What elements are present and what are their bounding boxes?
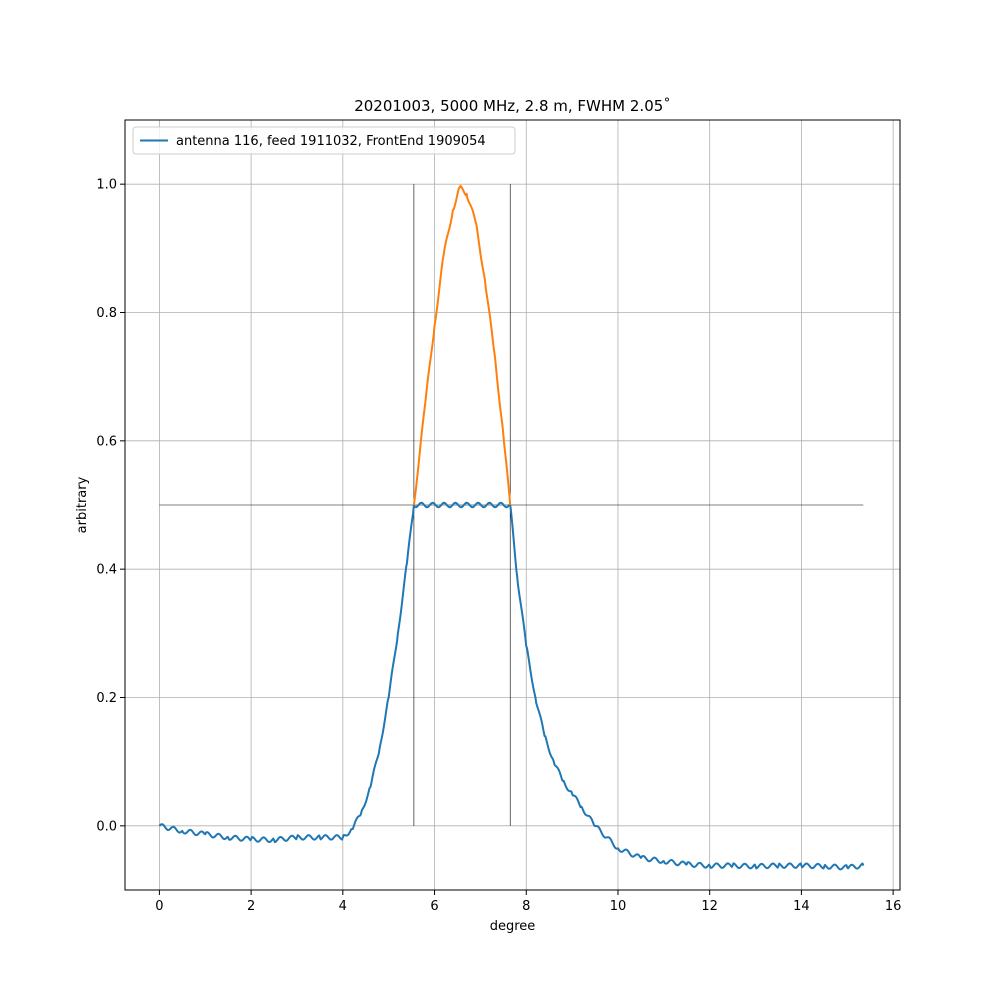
x-tick-label: 0: [155, 899, 163, 914]
y-ticks: 0.0 0.2 0.4 0.6 0.8 1.0: [96, 178, 125, 834]
x-tick-label: 4: [339, 899, 347, 914]
x-tick-label: 8: [522, 899, 530, 914]
y-axis-label: arbitrary: [75, 476, 90, 533]
x-tick-label: 2: [247, 899, 255, 914]
legend-entry: antenna 116, feed 1911032, FrontEnd 1909…: [176, 134, 486, 149]
series-group: [158, 184, 865, 871]
x-tick-label: 16: [885, 899, 902, 914]
grid: [125, 120, 900, 890]
x-axis-label: degree: [490, 919, 536, 934]
x-tick-label: 14: [793, 899, 810, 914]
y-tick-label: 0.0: [96, 819, 117, 834]
y-tick-label: 0.8: [96, 306, 117, 321]
legend: antenna 116, feed 1911032, FrontEnd 1909…: [132, 126, 516, 155]
series-line-fwhm-segment: [412, 184, 512, 506]
x-tick-label: 6: [430, 899, 438, 914]
chart-title: 20201003, 5000 MHz, 2.8 m, FWHM 2.05˚: [354, 97, 671, 115]
y-tick-label: 0.4: [96, 563, 117, 578]
x-tick-label: 10: [610, 899, 627, 914]
y-tick-label: 0.6: [96, 434, 117, 449]
y-tick-label: 1.0: [96, 178, 117, 193]
plot-frame: [124, 119, 901, 891]
x-ticks: 0 2 4 6 8 10 12 14 16: [155, 890, 901, 914]
legend-box: [132, 126, 516, 155]
y-tick-label: 0.2: [96, 691, 117, 706]
x-tick-label: 12: [701, 899, 718, 914]
series-line-antenna: [158, 501, 865, 871]
